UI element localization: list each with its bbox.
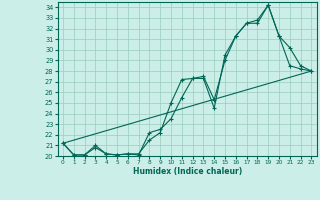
X-axis label: Humidex (Indice chaleur): Humidex (Indice chaleur): [132, 167, 242, 176]
